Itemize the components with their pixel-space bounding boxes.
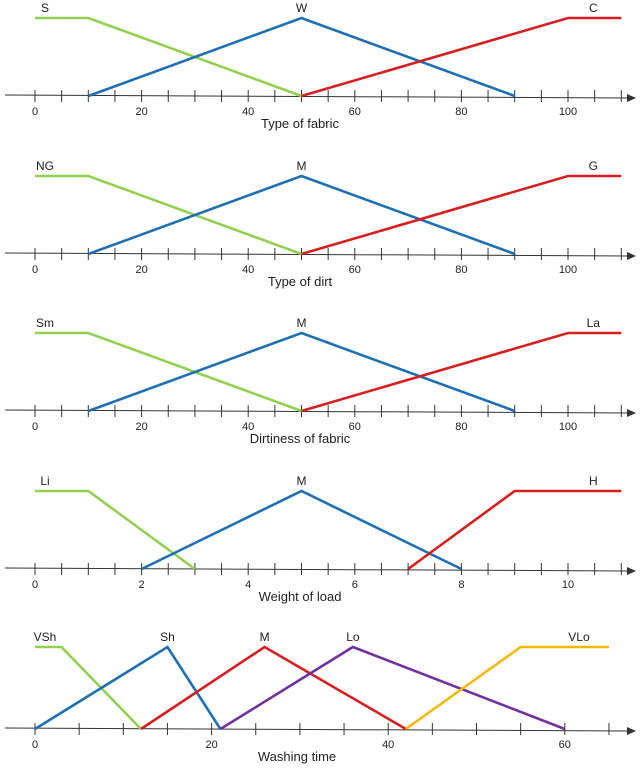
x-tick-label: 20 — [135, 421, 147, 433]
x-tick-label: 20 — [135, 264, 147, 276]
series-line-la — [301, 331, 622, 413]
x-axis-line — [4, 94, 629, 99]
x-axis-title: Washing time — [258, 749, 336, 764]
series-label-c: C — [589, 1, 598, 15]
series-line-ng — [35, 174, 302, 256]
chart-panel-1: 0 20 40 60 80 100 Type of dirt NG M G — [4, 159, 636, 289]
series-line-g — [301, 174, 622, 256]
x-axis-arrow — [627, 409, 636, 417]
x-tick-label: 100 — [559, 421, 577, 433]
x-tick-label: 60 — [349, 264, 361, 276]
series-label-w: W — [296, 1, 308, 15]
series-line-h — [407, 489, 622, 571]
chart-panel-3: 0 2 4 6 8 10 Weight of load Li M H — [4, 474, 636, 604]
series-label-m: M — [260, 630, 270, 644]
series-label-ng: NG — [36, 159, 54, 173]
series-label-sh: Sh — [160, 630, 175, 644]
series-label-vlo: VLo — [568, 630, 590, 644]
x-tick-label: 8 — [458, 579, 464, 591]
x-tick-label: 0 — [32, 579, 38, 591]
x-tick-label: 60 — [349, 106, 361, 118]
chart-panel-0: 0 20 40 60 80 100 Type of fabric S W C — [4, 1, 636, 131]
series-label-m: M — [297, 316, 307, 330]
series-label-lo: Lo — [346, 630, 360, 644]
series-label-s: S — [41, 1, 49, 15]
x-tick-label: 40 — [242, 106, 254, 118]
x-tick-label: 60 — [559, 739, 571, 751]
series-line-sm — [35, 331, 302, 413]
series-line-vsh — [35, 645, 142, 730]
x-tick-label: 100 — [559, 106, 577, 118]
x-tick-label: 0 — [32, 106, 38, 118]
x-tick-label: 10 — [562, 579, 574, 591]
x-tick-label: 40 — [382, 739, 394, 751]
x-tick-label: 6 — [352, 579, 358, 591]
x-tick-label: 80 — [455, 106, 467, 118]
series-line-lo — [219, 645, 566, 731]
x-tick-label: 80 — [455, 264, 467, 276]
series-label-h: H — [589, 474, 598, 488]
series-label-sm: Sm — [36, 316, 54, 330]
series-line-m — [87, 174, 516, 256]
x-axis-title: Type of fabric — [261, 116, 340, 131]
series-line-s — [35, 16, 302, 98]
x-axis-line — [4, 727, 629, 732]
x-tick-label: 80 — [455, 421, 467, 433]
series-line-c — [301, 16, 622, 98]
x-tick-label: 20 — [205, 739, 217, 751]
series-label-m: M — [297, 474, 307, 488]
series-label-la: La — [587, 316, 601, 330]
x-axis-arrow — [627, 94, 636, 102]
series-line-sh — [34, 645, 222, 731]
x-axis-line — [4, 409, 629, 414]
x-tick-label: 4 — [245, 579, 251, 591]
x-axis-arrow — [627, 252, 636, 260]
x-tick-label: 0 — [32, 739, 38, 751]
x-axis-arrow — [627, 567, 636, 575]
x-tick-label: 2 — [139, 579, 145, 591]
series-label-m: M — [297, 159, 307, 173]
x-tick-label: 60 — [349, 421, 361, 433]
x-axis-arrow — [627, 727, 636, 735]
series-line-m — [87, 331, 516, 413]
series-label-vsh: VSh — [34, 630, 57, 644]
x-tick-label: 40 — [242, 421, 254, 433]
x-tick-label: 0 — [32, 264, 38, 276]
x-tick-label: 20 — [135, 106, 147, 118]
series-line-w — [87, 16, 516, 98]
series-line-m — [141, 489, 462, 571]
series-label-li: Li — [40, 474, 49, 488]
series-line-m — [140, 645, 407, 731]
series-line-vlo — [405, 645, 609, 731]
x-axis-title: Weight of load — [259, 589, 342, 604]
x-tick-label: 0 — [32, 421, 38, 433]
x-axis-line — [4, 567, 629, 572]
series-label-g: G — [589, 159, 598, 173]
x-axis-title: Type of dirt — [268, 274, 333, 289]
series-line-li — [35, 489, 196, 571]
chart-panel-4: 0 20 40 60 Washing time VSh Sh M Lo VLo — [4, 630, 636, 764]
x-axis-title: Dirtiness of fabric — [250, 431, 351, 446]
x-axis-line — [4, 252, 629, 257]
x-tick-label: 100 — [559, 264, 577, 276]
x-tick-label: 40 — [242, 264, 254, 276]
chart-panel-2: 0 20 40 60 80 100 Dirtiness of fabric Sm M La — [4, 316, 636, 446]
